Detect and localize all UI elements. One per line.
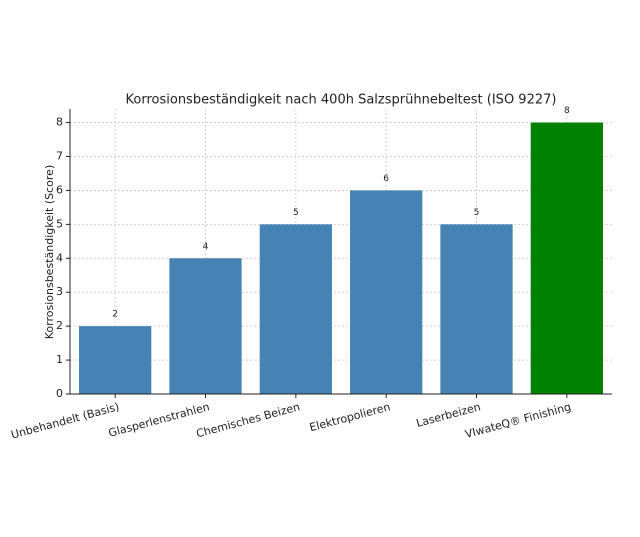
data-label: 5 — [293, 208, 299, 218]
data-label: 6 — [383, 174, 389, 184]
x-tick-label: Unbehandelt (Basis) — [10, 400, 121, 441]
y-tick-label: 4 — [56, 251, 63, 264]
y-tick-label: 1 — [56, 353, 63, 366]
y-tick-label: 5 — [56, 217, 63, 230]
y-axis-label: Korrosionsbeständigkeit (Score) — [43, 165, 56, 340]
x-tick-label: Chemisches Beizen — [195, 400, 302, 440]
bar — [169, 258, 242, 394]
bar — [530, 122, 603, 395]
data-label: 4 — [203, 242, 209, 252]
data-label: 5 — [474, 208, 480, 218]
bar — [440, 224, 513, 394]
bar — [259, 224, 332, 394]
bar — [350, 190, 423, 394]
data-label: 8 — [564, 106, 570, 116]
y-tick-label: 0 — [56, 387, 63, 400]
y-tick-label: 3 — [56, 285, 63, 298]
data-label: 2 — [112, 310, 118, 320]
y-tick-label: 6 — [56, 183, 63, 196]
y-tick-label: 7 — [56, 150, 63, 163]
chart-title: Korrosionsbeständigkeit nach 400h Salzsp… — [126, 93, 557, 108]
bar — [79, 326, 152, 394]
y-tick-label: 8 — [56, 116, 63, 129]
y-tick-label: 2 — [56, 319, 63, 332]
x-tick-label: Elektropolieren — [308, 400, 392, 434]
